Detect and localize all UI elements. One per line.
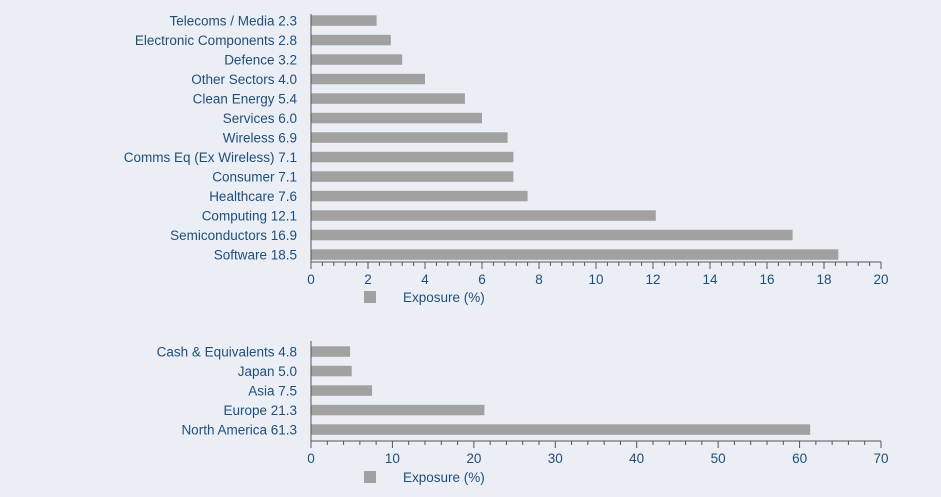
category-label-1: Japan 5.0 [238, 364, 297, 379]
category-label-11: Semiconductors 16.9 [170, 228, 297, 243]
category-label-3: Europe 21.3 [223, 403, 297, 418]
bar-4 [311, 424, 811, 435]
legend-swatch [364, 291, 376, 303]
x-tick-label-4: 8 [535, 272, 543, 287]
x-tick-label-4: 40 [629, 451, 644, 466]
x-tick-label-3: 6 [478, 272, 486, 287]
category-label-4: North America 61.3 [181, 423, 297, 438]
bar-5 [311, 112, 482, 124]
x-tick-label-1: 10 [385, 451, 400, 466]
bar-8 [311, 171, 514, 182]
category-label-1: Electronic Components 2.8 [135, 33, 297, 48]
bar-4 [311, 93, 465, 104]
legend-label: Exposure (%) [403, 470, 485, 485]
x-tick-label-5: 10 [588, 272, 603, 287]
category-label-9: Healthcare 7.6 [209, 189, 297, 204]
x-tick-label-0: 0 [307, 451, 315, 466]
bar-12 [311, 249, 839, 260]
category-label-12: Software 18.5 [214, 248, 297, 263]
x-tick-label-6: 12 [645, 272, 660, 287]
category-label-0: Telecoms / Media 2.3 [169, 14, 297, 29]
x-tick-label-1: 2 [364, 272, 372, 287]
bar-3 [311, 73, 425, 85]
bar-0 [311, 346, 351, 357]
x-tick-label-9: 18 [816, 272, 831, 287]
x-tick-label-5: 50 [711, 451, 726, 466]
bar-6 [311, 132, 508, 143]
x-tick-label-7: 14 [702, 272, 718, 287]
bar-11 [311, 229, 793, 241]
category-label-5: Services 6.0 [223, 111, 297, 126]
category-label-6: Wireless 6.9 [223, 131, 297, 146]
legend-swatch [364, 471, 376, 483]
x-tick-label-10: 20 [873, 272, 888, 287]
category-label-2: Asia 7.5 [248, 384, 297, 399]
category-label-0: Cash & Equivalents 4.8 [157, 345, 297, 360]
bar-2 [311, 54, 403, 65]
category-label-2: Defence 3.2 [224, 53, 297, 68]
bar-0 [311, 15, 377, 26]
bar-2 [311, 385, 373, 396]
x-tick-label-3: 30 [548, 451, 563, 466]
category-label-8: Consumer 7.1 [212, 170, 297, 185]
bar-9 [311, 190, 528, 202]
category-label-3: Other Sectors 4.0 [191, 72, 297, 87]
category-label-7: Comms Eq (Ex Wireless) 7.1 [124, 150, 297, 165]
x-tick-label-2: 20 [466, 451, 481, 466]
bar-1 [311, 34, 391, 46]
x-tick-label-2: 4 [421, 272, 429, 287]
x-tick-label-7: 70 [873, 451, 888, 466]
x-tick-label-6: 60 [792, 451, 807, 466]
bar-10 [311, 210, 656, 221]
x-tick-label-0: 0 [307, 272, 315, 287]
bar-1 [311, 365, 352, 377]
x-tick-label-8: 16 [759, 272, 774, 287]
category-label-4: Clean Energy 5.4 [193, 92, 298, 107]
bar-3 [311, 404, 485, 416]
bar-7 [311, 151, 514, 163]
legend-label: Exposure (%) [403, 290, 485, 305]
category-label-10: Computing 12.1 [202, 209, 297, 224]
